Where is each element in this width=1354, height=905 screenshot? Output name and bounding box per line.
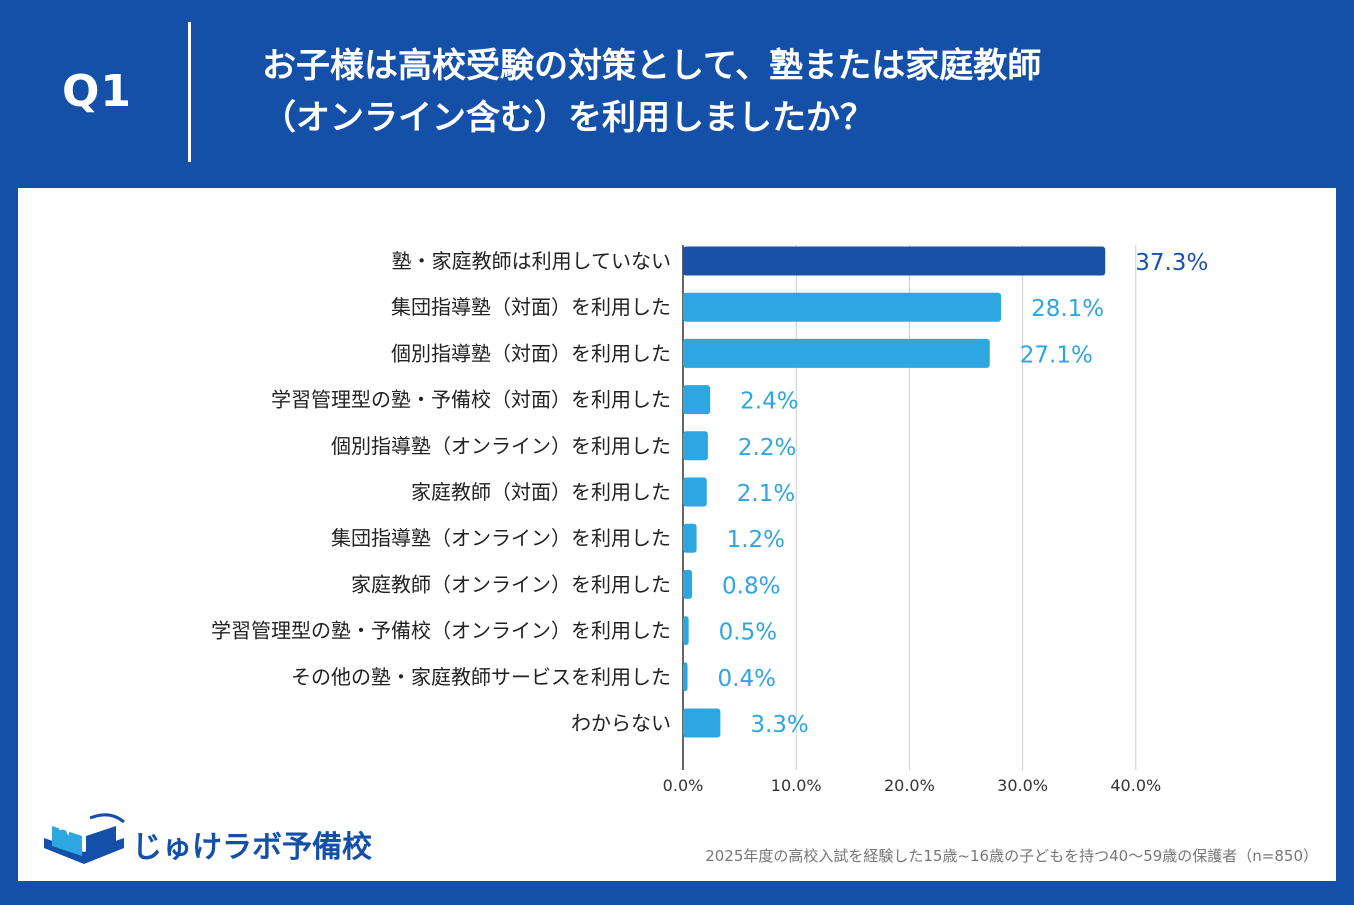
survey-footnote: 2025年度の高校入試を経験した15歳~16歳の子どもを持つ40～59歳の保護者… xyxy=(705,847,1318,865)
bar xyxy=(683,569,693,599)
question-number: Q1 xyxy=(62,66,133,117)
category-label: 集団指導塾（オンライン）を利用した xyxy=(331,526,671,550)
category-label: 学習管理型の塾・予備校（オンライン）を利用した xyxy=(211,619,671,643)
chart-panel: 0.0% 10.0% 20.0% 30.0% 40.0% 塾・家庭教師は利用していない 37… xyxy=(18,188,1336,881)
data-label: 37.3% xyxy=(1135,250,1208,276)
category-label: 個別指導塾（オンライン）を利用した xyxy=(331,434,671,458)
data-label: 0.8% xyxy=(722,573,780,599)
data-label: 2.1% xyxy=(737,481,795,507)
bar xyxy=(683,292,1002,322)
category-label: 家庭教師（対面）を利用した xyxy=(411,480,671,504)
title-line-1: お子様は高校受験の対策として、塾または家庭教師 xyxy=(262,46,1042,86)
data-label: 2.2% xyxy=(738,435,796,461)
category-label: その他の塾・家庭教師サービスを利用した xyxy=(291,665,671,689)
title-line-2: （オンライン含む）を利用しましたか？ xyxy=(262,98,874,138)
x-tick-label: 30.0% xyxy=(997,776,1048,795)
category-label: 学習管理型の塾・予備校（対面）を利用した xyxy=(271,388,671,412)
data-label: 28.1% xyxy=(1031,296,1104,322)
header: Q1 お子様は高校受験の対策として、塾または家庭教師 （オンライン含む）を利用し… xyxy=(0,0,1354,188)
x-tick-label: 10.0% xyxy=(771,776,822,795)
data-label: 1.2% xyxy=(727,527,785,553)
x-tick-label: 40.0% xyxy=(1110,776,1161,795)
x-tick-label: 0.0% xyxy=(663,776,704,795)
category-label: 家庭教師（オンライン）を利用した xyxy=(351,572,671,596)
data-label: 0.5% xyxy=(719,620,777,646)
data-label: 27.1% xyxy=(1020,342,1093,368)
bar xyxy=(683,338,990,368)
book-logo-icon xyxy=(44,813,125,864)
bar xyxy=(683,431,708,461)
data-label: 3.3% xyxy=(750,712,808,738)
data-label: 0.4% xyxy=(718,666,776,692)
bar xyxy=(683,616,689,646)
bar xyxy=(683,523,697,553)
x-tick-label: 20.0% xyxy=(884,776,935,795)
brand-name: じゅけラボ予備校 xyxy=(132,830,372,865)
bar xyxy=(683,385,711,415)
bar xyxy=(683,246,1106,276)
data-label: 2.4% xyxy=(740,389,798,415)
bar xyxy=(683,662,688,692)
category-label: 塾・家庭教師は利用していない xyxy=(392,249,671,273)
bar-chart: 0.0% 10.0% 20.0% 30.0% 40.0% 塾・家庭教師は利用していない 37… xyxy=(211,245,1208,795)
bar xyxy=(683,708,721,738)
bar xyxy=(683,477,707,507)
category-label: 集団指導塾（対面）を利用した xyxy=(391,295,671,319)
category-label: 個別指導塾（対面）を利用した xyxy=(391,341,671,365)
brand-logo: じゅけラボ予備校 xyxy=(40,808,372,868)
header-divider xyxy=(188,22,191,162)
question-title: お子様は高校受験の対策として、塾または家庭教師 （オンライン含む）を利用しました… xyxy=(262,40,1322,144)
category-label: わからない xyxy=(571,711,671,735)
